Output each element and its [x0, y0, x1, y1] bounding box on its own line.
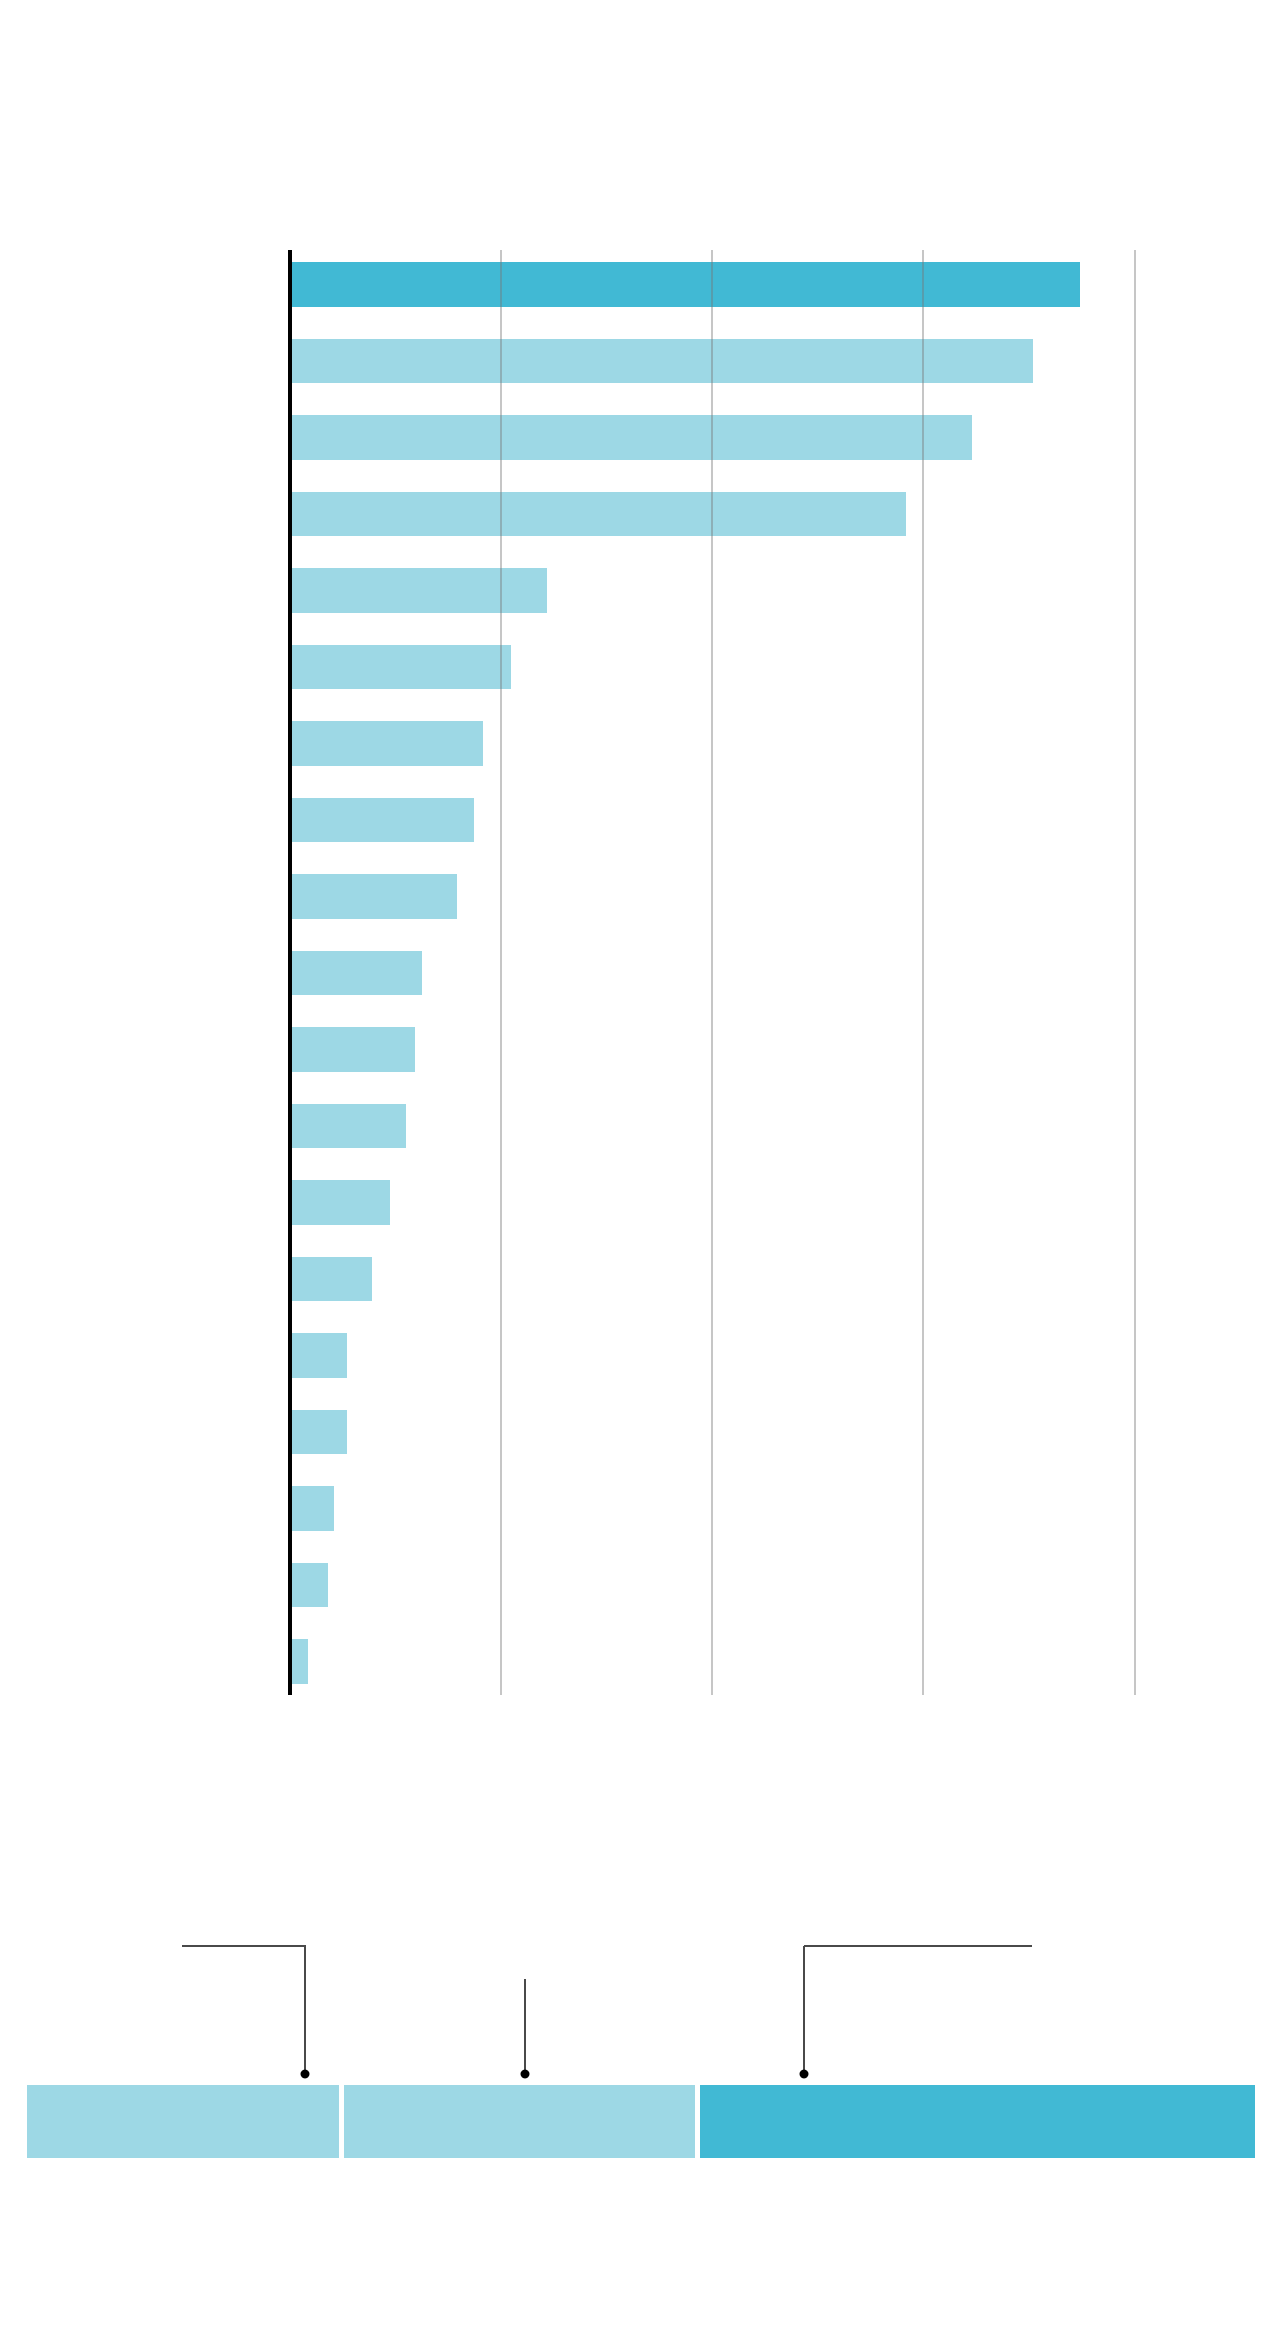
bar: [292, 797, 475, 842]
stacked-segment: [27, 2085, 339, 2158]
bar: [292, 1027, 415, 1072]
bar: [292, 1333, 347, 1378]
gridline: [922, 250, 925, 1695]
gridline: [1133, 250, 1136, 1695]
gridline: [500, 250, 503, 1695]
bar: [292, 1180, 390, 1225]
bar: [292, 1639, 308, 1684]
annotation-dot: [300, 2069, 310, 2079]
bar: [292, 1562, 328, 1607]
annotation-dot: [799, 2069, 809, 2079]
annotation-dot: [520, 2069, 530, 2079]
bar: [292, 1256, 372, 1301]
bar: [292, 262, 1080, 307]
bar: [292, 415, 973, 460]
bar: [292, 874, 458, 919]
bar: [292, 338, 1034, 383]
bar: [292, 568, 547, 613]
bar: [292, 950, 422, 995]
stacked-segment: [344, 2085, 695, 2158]
bar: [292, 644, 512, 689]
y-axis-line: [288, 250, 292, 1695]
bar: [292, 1103, 406, 1148]
bar: [292, 721, 484, 766]
bar: [292, 491, 907, 536]
bar: [292, 1486, 334, 1531]
bar: [292, 1409, 347, 1454]
gridline: [711, 250, 714, 1695]
stacked-segment: [700, 2085, 1255, 2158]
